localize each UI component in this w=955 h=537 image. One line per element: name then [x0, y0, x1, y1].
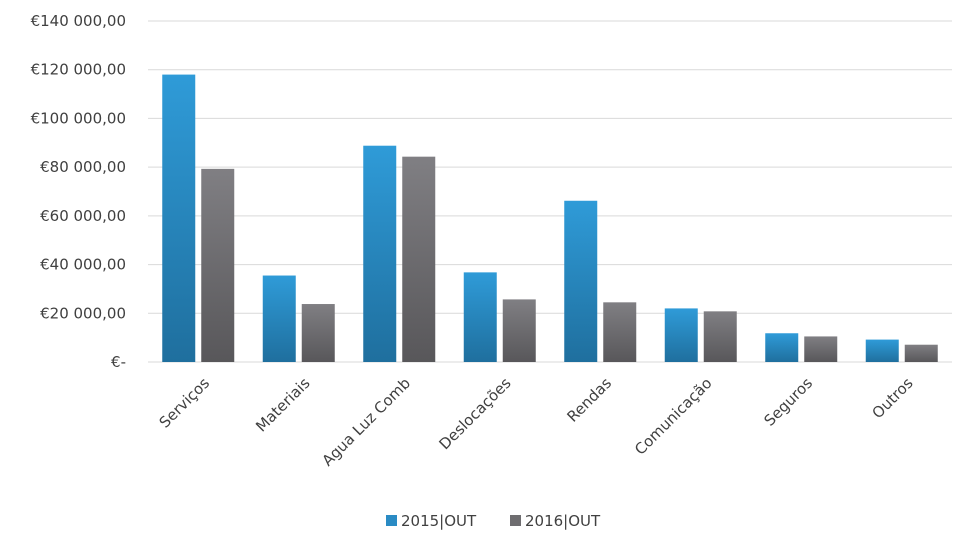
x-category-label: Serviços — [156, 374, 214, 432]
bar-series-2 — [201, 168, 235, 362]
bar-series-1 — [162, 74, 196, 362]
bars — [162, 74, 938, 362]
bar-series-1 — [865, 339, 899, 362]
legend-label: 2016|OUT — [525, 512, 601, 530]
y-tick-label: €100 000,00 — [31, 109, 126, 127]
y-tick-label: €80 000,00 — [40, 158, 126, 176]
y-tick-label: €120 000,00 — [31, 61, 126, 79]
x-category-label: Deslocações — [435, 374, 514, 453]
bar-series-2 — [904, 344, 938, 362]
y-tick-label: €20 000,00 — [40, 304, 126, 322]
y-tick-label: €140 000,00 — [31, 12, 126, 30]
legend-swatch — [510, 515, 521, 526]
legend-label: 2015|OUT — [401, 512, 477, 530]
bar-series-1 — [363, 145, 397, 362]
x-category-label: Outros — [868, 374, 916, 422]
x-category-label: Seguros — [760, 374, 816, 430]
legend: 2015|OUT 2016|OUT — [386, 512, 601, 530]
x-category-label: Rendas — [563, 374, 615, 426]
x-axis-category-labels: Serviços Materiais Agua Luz Comb Deslocaçõe… — [156, 374, 917, 470]
bar-series-2 — [502, 299, 536, 362]
y-tick-label: €40 000,00 — [40, 256, 126, 274]
y-axis-tick-labels: €- €20 000,00 €40 000,00 €60 000,00 €80 000,… — [31, 12, 126, 371]
bar-series-1 — [262, 275, 296, 362]
bar-series-2 — [301, 304, 335, 362]
legend-swatch — [386, 515, 397, 526]
bar-series-1 — [765, 333, 799, 362]
bar-series-2 — [402, 156, 436, 362]
y-tick-label: €- — [111, 353, 126, 371]
bar-series-1 — [664, 308, 698, 362]
x-category-label: Agua Luz Comb — [318, 374, 414, 470]
x-category-label: Comunicação — [631, 374, 715, 458]
bar-series-1 — [463, 272, 497, 362]
bar-series-2 — [804, 336, 838, 362]
bar-series-2 — [703, 311, 737, 362]
bar-series-1 — [564, 200, 598, 362]
bar-series-2 — [603, 302, 637, 362]
x-category-label: Materiais — [252, 374, 313, 435]
y-tick-label: €60 000,00 — [40, 207, 126, 225]
